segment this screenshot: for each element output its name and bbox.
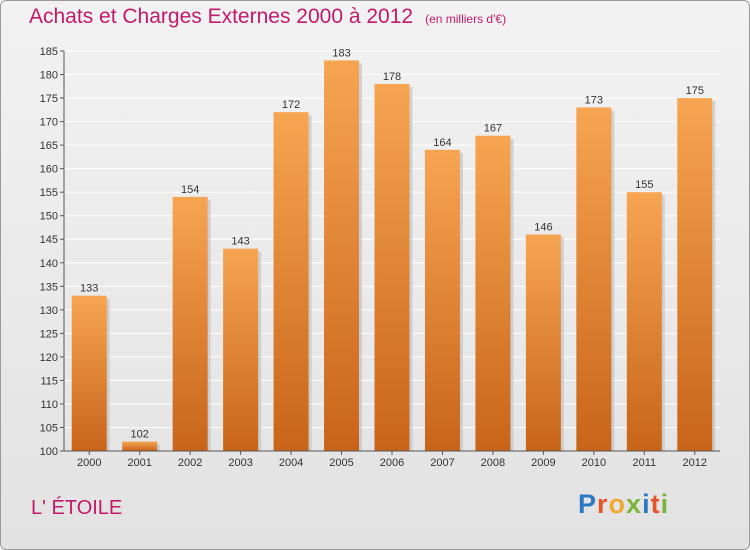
bar-2006 [374, 83, 410, 452]
x-tick-labels: 2000 2001 2002 2003 2004 2005 2006 2007 2008 2009… [77, 457, 707, 469]
y-tick-label: 170 [40, 117, 58, 129]
logo-letter: t [650, 489, 661, 519]
bar-series [71, 60, 716, 452]
y-tick-label: 185 [40, 46, 58, 58]
y-tick-label: 175 [40, 93, 58, 105]
data-label: 178 [383, 71, 401, 83]
data-label: 164 [433, 137, 451, 149]
data-label: 155 [635, 179, 653, 191]
chart-subtitle: (en milliers d'€) [425, 12, 507, 26]
data-label: 167 [484, 123, 502, 135]
logo-letter: P [578, 489, 598, 519]
data-label: 154 [181, 184, 199, 196]
y-tick-label: 100 [40, 446, 58, 458]
logo-letter: i [660, 489, 670, 519]
bar-2012 [677, 98, 713, 451]
y-tick-label: 110 [40, 399, 58, 411]
data-label: 175 [686, 85, 704, 97]
bar-2009 [525, 234, 561, 451]
logo-letter: r [597, 489, 609, 519]
x-tick-label: 2002 [178, 457, 202, 469]
axes [63, 51, 720, 455]
data-label: 146 [534, 222, 552, 234]
x-tick-label: 2005 [329, 457, 353, 469]
commune-name: L' ÉTOILE [31, 497, 123, 519]
x-tick-label: 2012 [683, 457, 707, 469]
y-tick-label: 105 [40, 422, 58, 434]
bar-2010 [576, 107, 612, 452]
y-tick-label: 155 [40, 187, 58, 199]
y-tick-label: 115 [40, 375, 58, 387]
y-tick-label: 135 [40, 281, 58, 293]
y-tick-label: 150 [40, 211, 58, 223]
y-tick-label: 160 [40, 164, 58, 176]
y-tick-label: 140 [40, 258, 58, 270]
chart-title: Achats et Charges Externes 2000 à 2012 [29, 5, 414, 28]
y-tick-label: 125 [40, 328, 58, 340]
bar-2002 [172, 196, 208, 451]
bar-2001 [122, 441, 158, 451]
x-tick-label: 2004 [279, 457, 303, 469]
x-tick-label: 2006 [380, 457, 404, 469]
data-label: 173 [585, 94, 603, 106]
proxiti-logo: Proxiti [578, 489, 669, 520]
bar-2003 [223, 248, 259, 451]
y-tick-label: 130 [40, 305, 58, 317]
data-label: 172 [282, 99, 300, 111]
data-label: 183 [332, 47, 350, 59]
y-tick-label: 165 [40, 140, 58, 152]
logo-letter: x [626, 489, 643, 519]
bar-2007 [424, 149, 460, 451]
x-tick-label: 2011 [632, 457, 656, 469]
data-label: 133 [80, 283, 98, 295]
y-tick-label: 120 [40, 352, 58, 364]
bar-2008 [475, 135, 511, 452]
x-tick-label: 2001 [127, 457, 151, 469]
x-tick-label: 2007 [430, 457, 454, 469]
bar-2005 [324, 60, 360, 451]
data-label: 143 [231, 236, 249, 248]
x-tick-label: 2009 [531, 457, 555, 469]
title-block: Achats et Charges Externes 2000 à 2012 (… [29, 5, 506, 29]
data-label: 102 [131, 429, 149, 441]
data-labels: 133 102 154 143 172 183 178 164 167 146 173 155 175 [80, 47, 704, 440]
logo-letter: i [642, 489, 651, 519]
bar-2004 [273, 112, 309, 452]
y-tick-label: 145 [40, 234, 58, 246]
y-tick-label: 180 [40, 70, 58, 82]
y-tick-labels: 100 105 110 115 120 125 130 135 140 145 150 155 160 1… [40, 46, 58, 458]
x-tick-label: 2000 [77, 457, 101, 469]
x-tick-label: 2003 [228, 457, 252, 469]
bar-2011 [626, 192, 662, 452]
x-tick-label: 2010 [582, 457, 606, 469]
logo-letter: o [608, 489, 627, 519]
bar-2000 [71, 295, 107, 451]
x-tick-label: 2008 [481, 457, 505, 469]
